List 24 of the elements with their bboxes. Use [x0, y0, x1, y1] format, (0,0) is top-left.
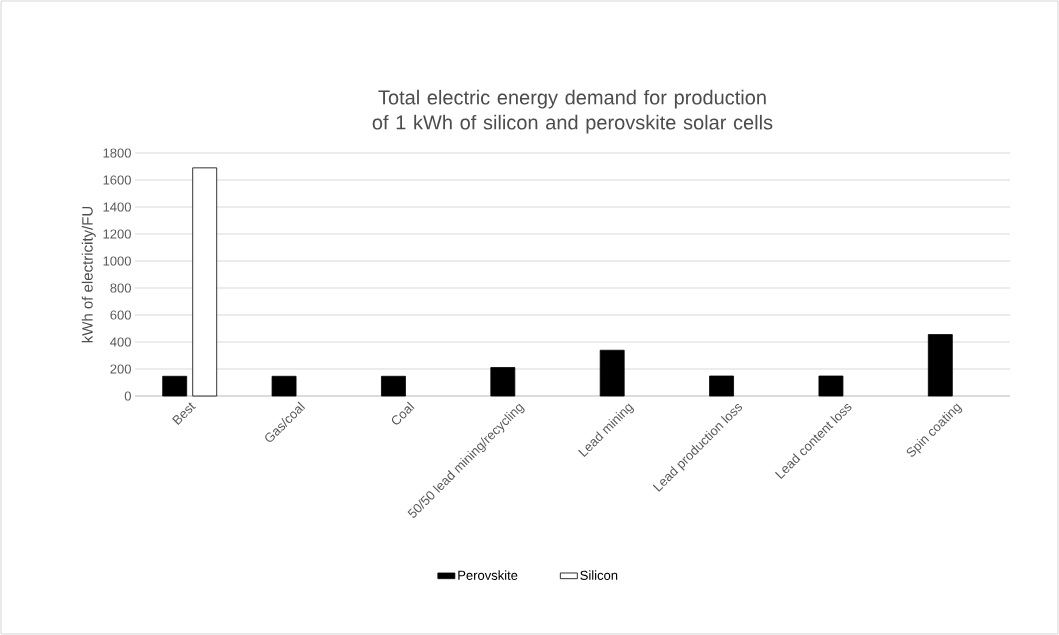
y-tick-label: 1000 — [103, 256, 131, 266]
y-axis-title: kWh of electricity/FU — [81, 206, 96, 343]
bar — [192, 167, 218, 397]
y-tick-label: 600 — [110, 310, 131, 320]
y-tick-label: 800 — [110, 283, 131, 293]
legend-label: Perovskite — [458, 570, 518, 580]
y-tick-label: 0 — [124, 391, 131, 401]
bar — [709, 375, 734, 397]
chart-title: Total electric energy demand for production of 1 kWh of silicon and perovskite solar cells — [372, 89, 773, 134]
y-tick-label: 1400 — [103, 202, 131, 212]
bar — [162, 375, 188, 397]
x-tick-label: Best — [172, 402, 196, 425]
legend-label: Silicon — [580, 570, 618, 580]
y-tick-label: 200 — [110, 364, 131, 374]
bar — [927, 334, 953, 397]
bar — [381, 375, 406, 397]
bar — [599, 349, 625, 397]
bar — [271, 375, 297, 397]
y-tick-label: 1200 — [103, 229, 131, 239]
y-tick-label: 1800 — [103, 148, 131, 158]
bar — [490, 367, 516, 397]
y-tick-label: 400 — [110, 337, 131, 347]
bar — [818, 375, 844, 397]
y-tick-label: 1600 — [103, 175, 131, 185]
